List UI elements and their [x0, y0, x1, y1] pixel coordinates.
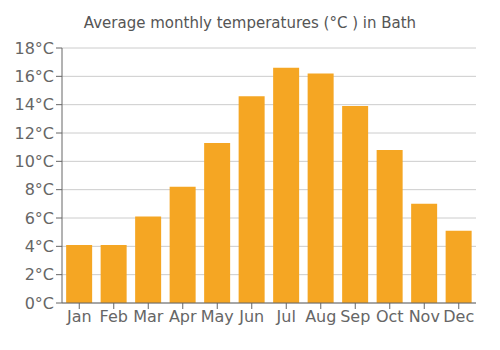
svg-text:Oct: Oct — [376, 307, 404, 326]
svg-text:12°C: 12°C — [14, 124, 54, 143]
svg-text:4°C: 4°C — [25, 237, 54, 256]
svg-text:May: May — [201, 307, 234, 326]
svg-text:Jun: Jun — [238, 307, 264, 326]
svg-text:Dec: Dec — [443, 307, 474, 326]
svg-text:Sep: Sep — [340, 307, 370, 326]
svg-text:Aug: Aug — [305, 307, 336, 326]
svg-text:18°C: 18°C — [14, 39, 54, 58]
svg-text:Jul: Jul — [276, 307, 296, 326]
svg-text:16°C: 16°C — [14, 67, 54, 86]
svg-text:Jan: Jan — [66, 307, 92, 326]
svg-text:8°C: 8°C — [25, 180, 54, 199]
html-text:Average monthly temperatures (: Average monthly temperatures (°C ) in Ba… — [83, 14, 417, 32]
svg-text:Apr: Apr — [169, 307, 197, 326]
svg-text:Mar: Mar — [133, 307, 164, 326]
svg-text:6°C: 6°C — [25, 209, 54, 228]
svg-text:Feb: Feb — [100, 307, 128, 326]
svg-text:Nov: Nov — [409, 307, 440, 326]
svg-text:14°C: 14°C — [14, 95, 54, 114]
svg-text:10°C: 10°C — [14, 152, 54, 171]
svg-text:0°C: 0°C — [25, 294, 54, 313]
svg-text:2°C: 2°C — [25, 265, 54, 284]
